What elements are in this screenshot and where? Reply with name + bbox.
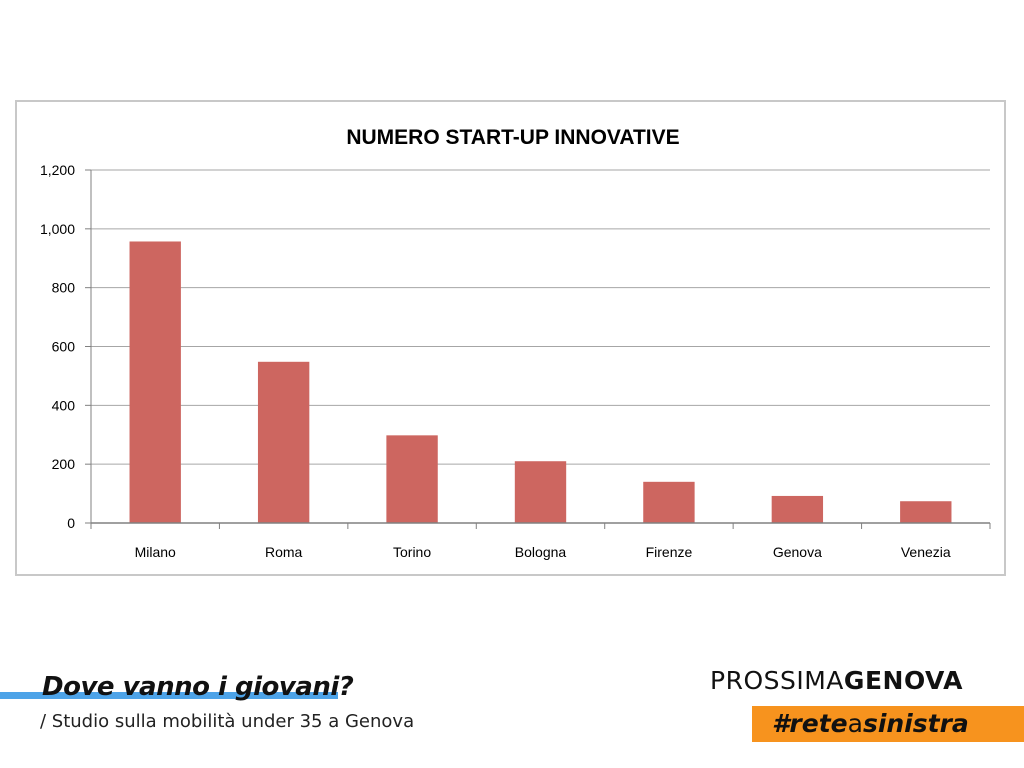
footer-title: Dove vanno i giovani? — [42, 672, 354, 702]
x-tick-label: Venezia — [901, 544, 951, 560]
brand-logo-bold: GENOVA — [843, 666, 964, 695]
bar-bologna — [514, 461, 567, 523]
y-tick-label: 1,200 — [40, 162, 75, 178]
bars — [129, 241, 952, 524]
hashtag-word-sinistra: sinistra — [862, 709, 969, 738]
x-tick-label: Firenze — [646, 544, 693, 560]
hashtag-word-rete: rete — [789, 709, 848, 738]
x-tick-label: Genova — [773, 544, 822, 560]
y-tick-label: 200 — [52, 456, 76, 472]
y-tick-label: 0 — [67, 515, 75, 531]
brand-logo: PROSSIMAGENOVA — [710, 666, 963, 695]
y-tick-label: 800 — [52, 280, 76, 296]
chart-frame: NUMERO START-UP INNOVATIVE 0 200 400 600 800… — [15, 100, 1006, 576]
x-tick-label: Roma — [265, 544, 303, 560]
bar-roma — [257, 361, 310, 523]
y-tick-label: 600 — [52, 339, 76, 355]
hashtag-badge: #reteasinistra — [752, 706, 1024, 742]
x-tick-label: Milano — [135, 544, 176, 560]
axes: 0 200 400 600 800 1,000 1,200 Milano Roma Torino B… — [40, 162, 991, 560]
bar-venezia — [900, 501, 952, 523]
y-tick-label: 400 — [52, 397, 76, 413]
bar-firenze — [643, 481, 695, 523]
brand-logo-light: PROSSIMA — [710, 666, 844, 695]
bar-chart: NUMERO START-UP INNOVATIVE 0 200 400 600 800… — [40, 126, 991, 560]
bar-torino — [386, 435, 438, 523]
hashtag-symbol: # — [772, 709, 790, 738]
hashtag-word-a: a — [847, 709, 863, 738]
x-tick-label: Torino — [393, 544, 431, 560]
x-tick-label: Bologna — [515, 544, 567, 560]
bar-genova — [771, 495, 824, 523]
gridlines — [91, 169, 990, 465]
y-tick-label: 1,000 — [40, 221, 75, 237]
footer-title-underline — [0, 692, 338, 699]
bar-milano — [129, 241, 181, 524]
footer-subtitle: / Studio sulla mobilità under 35 a Genov… — [40, 711, 415, 732]
chart-title: NUMERO START-UP INNOVATIVE — [346, 126, 679, 149]
